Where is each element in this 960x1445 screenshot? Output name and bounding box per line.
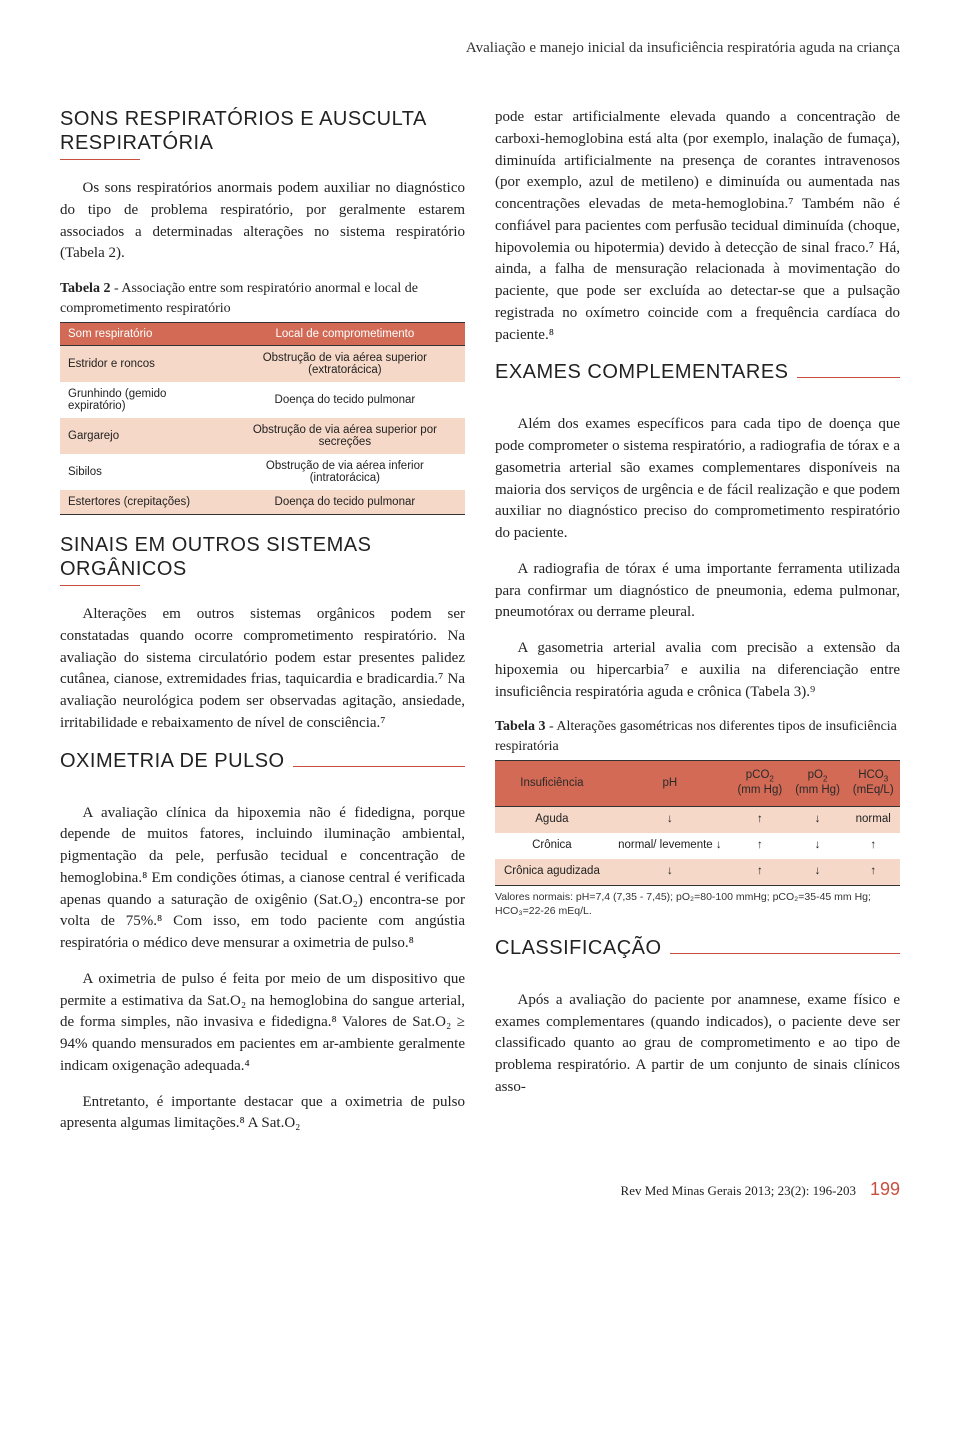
heading-sinais: SINAIS EM OUTROS SISTEMAS ORGÂNICOS: [60, 533, 465, 581]
table-cell: ↑: [731, 807, 789, 833]
right-column: pode estar artificialmente elevada quand…: [495, 107, 900, 1149]
para-ex-3: A gasometria arterial avalia com precisã…: [495, 638, 900, 703]
table-row: Crônicanormal/ levemente ↓↑↓↑: [495, 833, 900, 859]
table-cell: Obstrução de via aérea superior por secr…: [225, 418, 465, 454]
heading-underline: [797, 377, 900, 378]
table-cell: Doença do tecido pulmonar: [225, 382, 465, 418]
table-cell: Sibilos: [60, 454, 225, 490]
page-footer: Rev Med Minas Gerais 2013; 23(2): 196-20…: [60, 1179, 900, 1200]
table-header-cell: pCO2(mm Hg): [731, 761, 789, 807]
table-cell: Gargarejo: [60, 418, 225, 454]
heading-classificacao: CLASSIFICAÇÃO: [495, 936, 662, 960]
section-exames: EXAMES COMPLEMENTARES: [495, 360, 900, 396]
para-right-cont: pode estar artificialmente elevada quand…: [495, 107, 900, 346]
para-ex-1: Além dos exames específicos para cada ti…: [495, 414, 900, 545]
table-cell: ↓: [789, 807, 847, 833]
table-cell: Estertores (crepitações): [60, 490, 225, 515]
table-2-title: Tabela 2 - Associação entre som respirat…: [60, 279, 465, 318]
heading-underline: [60, 585, 140, 586]
table-cell: ↑: [731, 833, 789, 859]
table-row: Aguda↓↑↓normal: [495, 807, 900, 833]
table-3-footnote: Valores normais: pH=7,4 (7,35 - 7,45); p…: [495, 890, 900, 918]
table-cell: ↑: [846, 833, 900, 859]
para-ox-1: A avaliação clínica da hipoxemia não é f…: [60, 803, 465, 955]
heading-underline: [670, 953, 900, 954]
table-header-cell: HCO3(mEq/L): [846, 761, 900, 807]
para-sons-intro: Os sons respiratórios anormais podem aux…: [60, 178, 465, 265]
table-cell: Crônica agudizada: [495, 859, 609, 885]
section-classificacao: CLASSIFICAÇÃO: [495, 936, 900, 972]
table-cell: Grunhindo (gemido expiratório): [60, 382, 225, 418]
para-sinais: Alterações em outros sistemas orgânicos …: [60, 604, 465, 735]
table-2: Som respiratório Local de comprometiment…: [60, 322, 465, 515]
heading-oximetria: OXIMETRIA DE PULSO: [60, 749, 285, 773]
table-3: InsuficiênciapHpCO2(mm Hg)pO2(mm Hg)HCO3…: [495, 760, 900, 885]
table-3-title: Tabela 3 - Alterações gasométricas nos d…: [495, 717, 900, 756]
table-row: Estertores (crepitações)Doença do tecido…: [60, 490, 465, 515]
table-header-cell: Insuficiência: [495, 761, 609, 807]
table-2-head-left: Som respiratório: [60, 323, 225, 346]
table-3-block: Tabela 3 - Alterações gasométricas nos d…: [495, 717, 900, 918]
table-header-cell: pH: [609, 761, 731, 807]
table-cell: Doença do tecido pulmonar: [225, 490, 465, 515]
heading-sons: SONS RESPIRATÓRIOS E AUSCULTA RESPIRATÓR…: [60, 107, 465, 155]
journal-ref: Rev Med Minas Gerais 2013; 23(2): 196-20…: [621, 1183, 856, 1199]
table-cell: ↓: [609, 807, 731, 833]
table-row: Estridor e roncosObstrução de via aérea …: [60, 346, 465, 383]
table-3-title-bold: Tabela 3: [495, 719, 545, 734]
table-cell: Aguda: [495, 807, 609, 833]
table-cell: Obstrução de via aérea superior (extrato…: [225, 346, 465, 383]
table-row: SibilosObstrução de via aérea inferior (…: [60, 454, 465, 490]
table-2-block: Tabela 2 - Associação entre som respirat…: [60, 279, 465, 515]
table-cell: ↓: [609, 859, 731, 885]
para-ox-2: A oximetria de pulso é feita por meio de…: [60, 969, 465, 1078]
heading-exames: EXAMES COMPLEMENTARES: [495, 360, 789, 384]
heading-underline: [60, 159, 140, 160]
table-3-title-rest: - Alterações gasométricas nos diferentes…: [495, 719, 897, 754]
table-cell: ↓: [789, 859, 847, 885]
table-cell: Obstrução de via aérea inferior (intrato…: [225, 454, 465, 490]
table-2-head-right: Local de comprometimento: [225, 323, 465, 346]
table-2-title-bold: Tabela 2: [60, 281, 110, 296]
page-number: 199: [870, 1179, 900, 1200]
table-row: GargarejoObstrução de via aérea superior…: [60, 418, 465, 454]
running-header: Avaliação e manejo inicial da insuficiên…: [60, 40, 900, 57]
table-cell: ↑: [731, 859, 789, 885]
table-cell: Crônica: [495, 833, 609, 859]
heading-underline: [293, 766, 465, 767]
table-cell: ↑: [846, 859, 900, 885]
section-sinais-outros: SINAIS EM OUTROS SISTEMAS ORGÂNICOS: [60, 533, 465, 581]
left-column: SONS RESPIRATÓRIOS E AUSCULTA RESPIRATÓR…: [60, 107, 465, 1149]
para-class: Após a avaliação do paciente por anamnes…: [495, 990, 900, 1099]
para-ex-2: A radiografia de tórax é uma importante …: [495, 559, 900, 624]
section-oximetria: OXIMETRIA DE PULSO: [60, 749, 465, 785]
table-header-cell: pO2(mm Hg): [789, 761, 847, 807]
table-cell: ↓: [789, 833, 847, 859]
section-sons-respiratorios: SONS RESPIRATÓRIOS E AUSCULTA RESPIRATÓR…: [60, 107, 465, 160]
para-ox-3: Entretanto, é importante destacar que a …: [60, 1092, 465, 1136]
table-row: Grunhindo (gemido expiratório)Doença do …: [60, 382, 465, 418]
table-cell: normal: [846, 807, 900, 833]
table-cell: normal/ levemente ↓: [609, 833, 731, 859]
table-2-title-rest: - Associação entre som respiratório anor…: [60, 281, 418, 316]
table-cell: Estridor e roncos: [60, 346, 225, 383]
table-row: Crônica agudizada↓↑↓↑: [495, 859, 900, 885]
